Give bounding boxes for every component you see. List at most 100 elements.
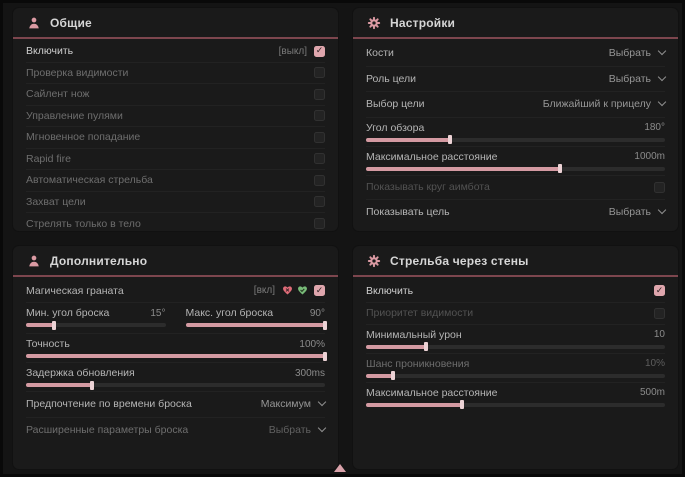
toggle-label: Управление пулями xyxy=(26,109,123,122)
person-icon xyxy=(27,254,41,268)
toggle-row-enable[interactable]: Включить [выкл] xyxy=(26,41,325,63)
toggle-row-visibility-check[interactable]: Проверка видимости xyxy=(26,63,325,84)
fov-label: Угол обзора xyxy=(366,121,425,134)
advanced-throw-params-row: Расширенные параметры броска Выбрать xyxy=(26,418,327,444)
wallbang-distance-label: Максимальное расстояние xyxy=(366,386,498,399)
checkbox[interactable] xyxy=(314,45,325,57)
wallbang-distance-value: 500m xyxy=(639,387,665,398)
slider-fill xyxy=(26,351,327,361)
bones-dropdown[interactable]: Выбрать xyxy=(609,47,667,59)
panel-wallbang: Стрельба через стены Включить Приоритет … xyxy=(353,246,678,469)
toggle-row-silent-knife[interactable]: Сайлент нож xyxy=(26,84,325,106)
bones-row: Кости Выбрать xyxy=(366,41,667,67)
keybind-tag: [вкл] xyxy=(253,285,275,296)
min-throw-angle: Мин. угол броска 15° xyxy=(26,307,166,333)
toggle-row-rapid-fire[interactable]: Rapid fire xyxy=(26,149,325,170)
checkbox[interactable] xyxy=(654,307,665,319)
panel-title: Общие xyxy=(50,16,92,30)
target-role-row: Роль цели Выбрать xyxy=(366,67,667,92)
panel-general-body: Включить [выкл] Проверка видимости Сайле… xyxy=(13,39,338,231)
panel-wallbang-header: Стрельба через стены xyxy=(353,246,678,277)
chevron-down-icon xyxy=(317,424,327,433)
panel-additional: Дополнительно Магическая граната [вкл] xyxy=(13,246,338,469)
slider-fill xyxy=(366,135,452,144)
checkbox[interactable] xyxy=(654,285,665,296)
checkbox[interactable] xyxy=(314,67,325,79)
checkbox[interactable] xyxy=(314,153,325,165)
magic-grenade-label: Магическая граната xyxy=(26,284,124,297)
advanced-throw-params-dropdown[interactable]: Выбрать xyxy=(269,424,327,436)
max-distance-label: Максимальное расстояние xyxy=(366,150,498,163)
toggle-row-target-lock[interactable]: Захват цели xyxy=(26,192,325,213)
slider-fill xyxy=(366,342,428,351)
target-role-label: Роль цели xyxy=(366,72,417,85)
show-circle-label: Показывать круг аимбота xyxy=(366,181,490,193)
min-damage-slider-row: Минимальный урон 10 xyxy=(366,325,665,354)
min-damage-slider[interactable] xyxy=(366,342,665,351)
target-role-dropdown[interactable]: Выбрать xyxy=(609,72,667,85)
panel-general-header: Общие xyxy=(13,8,338,39)
checkbox[interactable] xyxy=(314,174,325,186)
fov-value: 180° xyxy=(644,122,665,133)
chevron-down-icon xyxy=(317,398,327,407)
slider-fill xyxy=(366,371,395,380)
update-delay-label: Задержка обновления xyxy=(26,367,135,379)
penetration-chance-value: 10% xyxy=(644,358,665,369)
advanced-throw-params-label: Расширенные параметры броска xyxy=(26,424,189,437)
check-icon xyxy=(316,46,324,55)
min-damage-label: Минимальный урон xyxy=(366,328,462,341)
chevron-down-icon xyxy=(657,206,667,215)
toggle-row-body-only[interactable]: Стрелять только в тело xyxy=(26,213,325,231)
min-angle-slider[interactable] xyxy=(26,320,166,330)
update-delay-slider[interactable] xyxy=(26,380,325,390)
check-icon xyxy=(316,286,324,295)
toggle-label: Проверка видимости xyxy=(26,66,129,79)
fov-slider-row: Угол обзора 180° xyxy=(366,118,665,147)
panel-additional-header: Дополнительно xyxy=(13,246,338,277)
panel-settings: Настройки Кости Выбрать Роль цели Выбрат… xyxy=(353,8,678,231)
max-angle-value: 90° xyxy=(309,307,325,319)
toggle-label: Rapid fire xyxy=(26,152,71,165)
toggle-row-auto-shoot[interactable]: Автоматическая стрельба xyxy=(26,170,325,192)
wallbang-enable-row[interactable]: Включить xyxy=(366,279,665,303)
checkbox[interactable] xyxy=(314,131,325,143)
checkbox[interactable] xyxy=(314,88,325,100)
throw-time-pref-row: Предпочтение по времени броска Максимум xyxy=(26,392,327,418)
checkbox[interactable] xyxy=(654,181,665,193)
max-angle-slider[interactable] xyxy=(185,320,327,330)
accuracy-slider[interactable] xyxy=(26,351,327,361)
gear-icon xyxy=(367,16,381,30)
throw-time-pref-dropdown[interactable]: Максимум xyxy=(261,398,327,410)
magic-grenade-row[interactable]: Магическая граната [вкл] xyxy=(26,279,325,303)
slider-fill xyxy=(366,400,464,409)
target-select-label: Выбор цели xyxy=(366,98,425,111)
show-target-dropdown[interactable]: Выбрать xyxy=(609,206,667,218)
toggle-row-bullet-control[interactable]: Управление пулями xyxy=(26,106,325,127)
heart-cross-icon[interactable] xyxy=(282,285,293,296)
heart-check-icon[interactable] xyxy=(297,285,308,296)
gear-icon xyxy=(367,254,381,268)
target-select-row: Выбор цели Ближайший к прицелу xyxy=(366,92,667,118)
slider-fill xyxy=(26,320,56,330)
fov-slider[interactable] xyxy=(366,135,665,144)
checkbox[interactable] xyxy=(314,285,325,296)
checkbox[interactable] xyxy=(314,196,325,208)
chevron-down-icon xyxy=(657,98,667,107)
visibility-priority-row[interactable]: Приоритет видимости xyxy=(366,303,665,325)
wallbang-distance-slider[interactable] xyxy=(366,400,665,409)
panel-wallbang-body: Включить Приоритет видимости Минимальный… xyxy=(353,277,678,412)
slider-fill xyxy=(185,320,327,330)
max-distance-slider-row: Максимальное расстояние 1000m xyxy=(366,147,665,176)
max-distance-slider[interactable] xyxy=(366,164,665,173)
checkbox[interactable] xyxy=(314,218,325,230)
panel-title: Стрельба через стены xyxy=(390,254,529,268)
panel-settings-header: Настройки xyxy=(353,8,678,39)
penetration-chance-slider[interactable] xyxy=(366,371,665,380)
min-angle-value: 15° xyxy=(150,307,166,319)
accuracy-label: Точность xyxy=(26,338,70,350)
target-select-dropdown[interactable]: Ближайший к прицелу xyxy=(543,98,667,110)
checkbox[interactable] xyxy=(314,110,325,122)
update-delay-value: 300ms xyxy=(294,367,325,379)
show-circle-row[interactable]: Показывать круг аимбота xyxy=(366,176,665,200)
toggle-row-instant-hit[interactable]: Мгновенное попадание xyxy=(26,127,325,149)
